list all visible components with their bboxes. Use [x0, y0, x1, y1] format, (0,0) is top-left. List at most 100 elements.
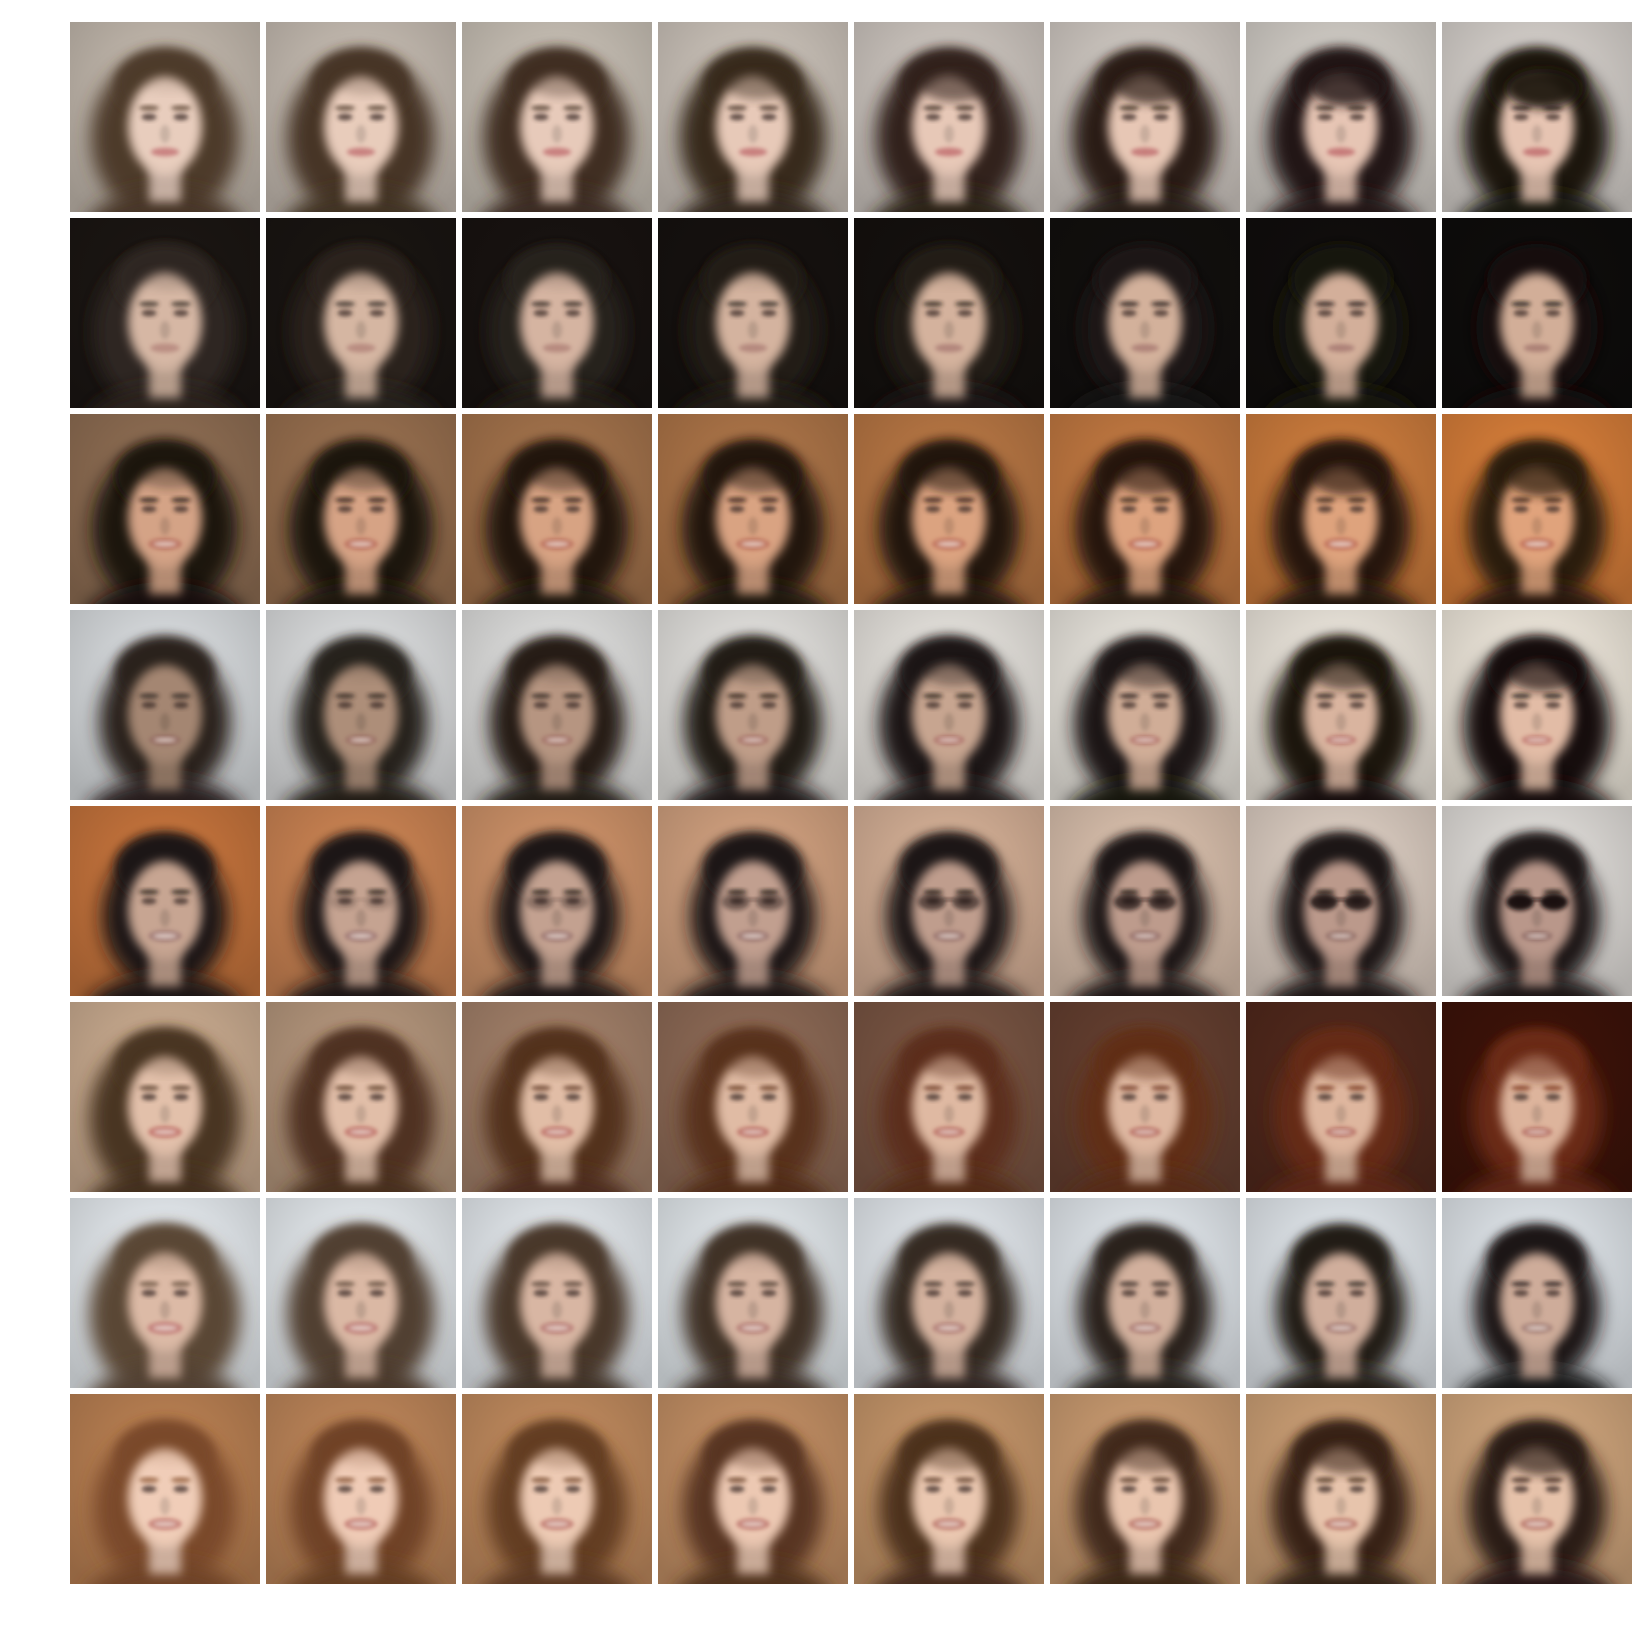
face-teeth [742, 737, 764, 743]
face-eyebrow [531, 693, 551, 699]
face-bangs [1508, 1442, 1578, 1476]
face-eye [1317, 701, 1333, 709]
face-image-canvas [854, 610, 1044, 800]
face-image-canvas [1442, 1394, 1632, 1584]
face-eyebrow [1543, 693, 1563, 699]
face-eye [369, 113, 385, 121]
face-eye [565, 113, 581, 121]
face-eyebrow [335, 105, 355, 111]
face-bangs [140, 73, 202, 93]
face-image-r1-c7 [1246, 22, 1436, 212]
face-eye [729, 1093, 745, 1101]
face-eye [1153, 113, 1169, 121]
face-nose [1140, 1105, 1150, 1123]
face-nose [160, 1497, 170, 1515]
face-teeth [153, 1521, 177, 1527]
face-eyebrow [955, 301, 975, 307]
face-eye [729, 309, 745, 317]
face-nose [1336, 517, 1346, 535]
face-eyebrow [727, 1477, 747, 1483]
face-image-r2-c5 [854, 218, 1044, 408]
face-image-canvas [854, 414, 1044, 604]
face-eyebrow [1511, 1281, 1531, 1287]
face-nose [748, 1301, 758, 1319]
face-bangs [1311, 69, 1383, 107]
face-eye [1153, 1485, 1169, 1493]
face-eye [533, 1289, 549, 1297]
face-teeth [1526, 934, 1548, 938]
face-eyebrow [1347, 1281, 1367, 1287]
face-image-canvas [854, 1394, 1044, 1584]
face-nose [1532, 321, 1542, 339]
face-nose [1532, 713, 1542, 731]
face-bangs [139, 1249, 203, 1270]
face-nose [1336, 125, 1346, 143]
face-eye [1545, 1289, 1561, 1297]
face-teeth [937, 1129, 961, 1135]
face-teeth [1330, 738, 1352, 742]
face-bangs [1506, 68, 1580, 109]
face-eye [533, 113, 549, 121]
face-eyebrow [759, 105, 779, 111]
face-eyebrow [759, 889, 779, 895]
face-sunglasses-lens [1344, 893, 1372, 911]
face-eyebrow [727, 1281, 747, 1287]
face-eyebrow [171, 1281, 191, 1287]
face-eye [1349, 505, 1365, 513]
face-bangs [139, 269, 203, 290]
face-eyebrow [955, 497, 975, 503]
face-teeth [741, 1129, 765, 1135]
face-image-canvas [70, 414, 260, 604]
face-eyebrow [171, 497, 191, 503]
face-image-r5-c2 [266, 806, 456, 996]
face-eye [337, 701, 353, 709]
face-bangs [335, 269, 399, 289]
face-teeth [937, 1521, 961, 1527]
face-teeth [741, 1325, 765, 1331]
face-eyebrow [923, 497, 943, 503]
face-image-r4-c5 [854, 610, 1044, 800]
face-image-r7-c5 [854, 1198, 1044, 1388]
face-nose [1532, 125, 1542, 143]
face-bangs [1508, 658, 1578, 692]
face-eyebrow [367, 889, 387, 895]
face-nose [552, 1301, 562, 1319]
face-eye [925, 505, 941, 513]
face-image-canvas [658, 414, 848, 604]
face-nose [160, 517, 170, 535]
face-eye [1513, 113, 1529, 121]
face-eye [957, 1289, 973, 1297]
face-eyebrow [923, 1477, 943, 1483]
face-eyebrow [727, 497, 747, 503]
face-image-r8-c3 [462, 1394, 652, 1584]
face-image-r8-c1 [70, 1394, 260, 1584]
face-image-r6-c2 [266, 1002, 456, 1192]
face-eye [337, 1485, 353, 1493]
face-image-canvas [1050, 1198, 1240, 1388]
face-eyebrow [531, 1085, 551, 1091]
face-bangs [725, 463, 793, 492]
face-eye [1545, 309, 1561, 317]
face-image-r4-c3 [462, 610, 652, 800]
face-bangs [531, 660, 595, 682]
face-eyebrow [1543, 1281, 1563, 1287]
face-image-r3-c7 [1246, 414, 1436, 604]
face-eyebrow [139, 497, 159, 503]
face-image-canvas [1050, 806, 1240, 996]
face-bangs [726, 1444, 792, 1469]
face-image-r6-c8 [1442, 1002, 1632, 1192]
face-nose [356, 1301, 366, 1319]
face-eye [1121, 505, 1137, 513]
face-nose [552, 517, 562, 535]
face-image-canvas [462, 1198, 652, 1388]
face-image-r7-c7 [1246, 1198, 1436, 1388]
face-image-canvas [462, 22, 652, 212]
face-eyebrow [1347, 1085, 1367, 1091]
face-image-canvas [854, 22, 1044, 212]
face-eye [141, 309, 157, 317]
face-eye [1513, 701, 1529, 709]
face-teeth [1525, 1325, 1549, 1331]
face-image-canvas [1442, 610, 1632, 800]
face-teeth [349, 933, 373, 939]
face-eye [565, 1485, 581, 1493]
